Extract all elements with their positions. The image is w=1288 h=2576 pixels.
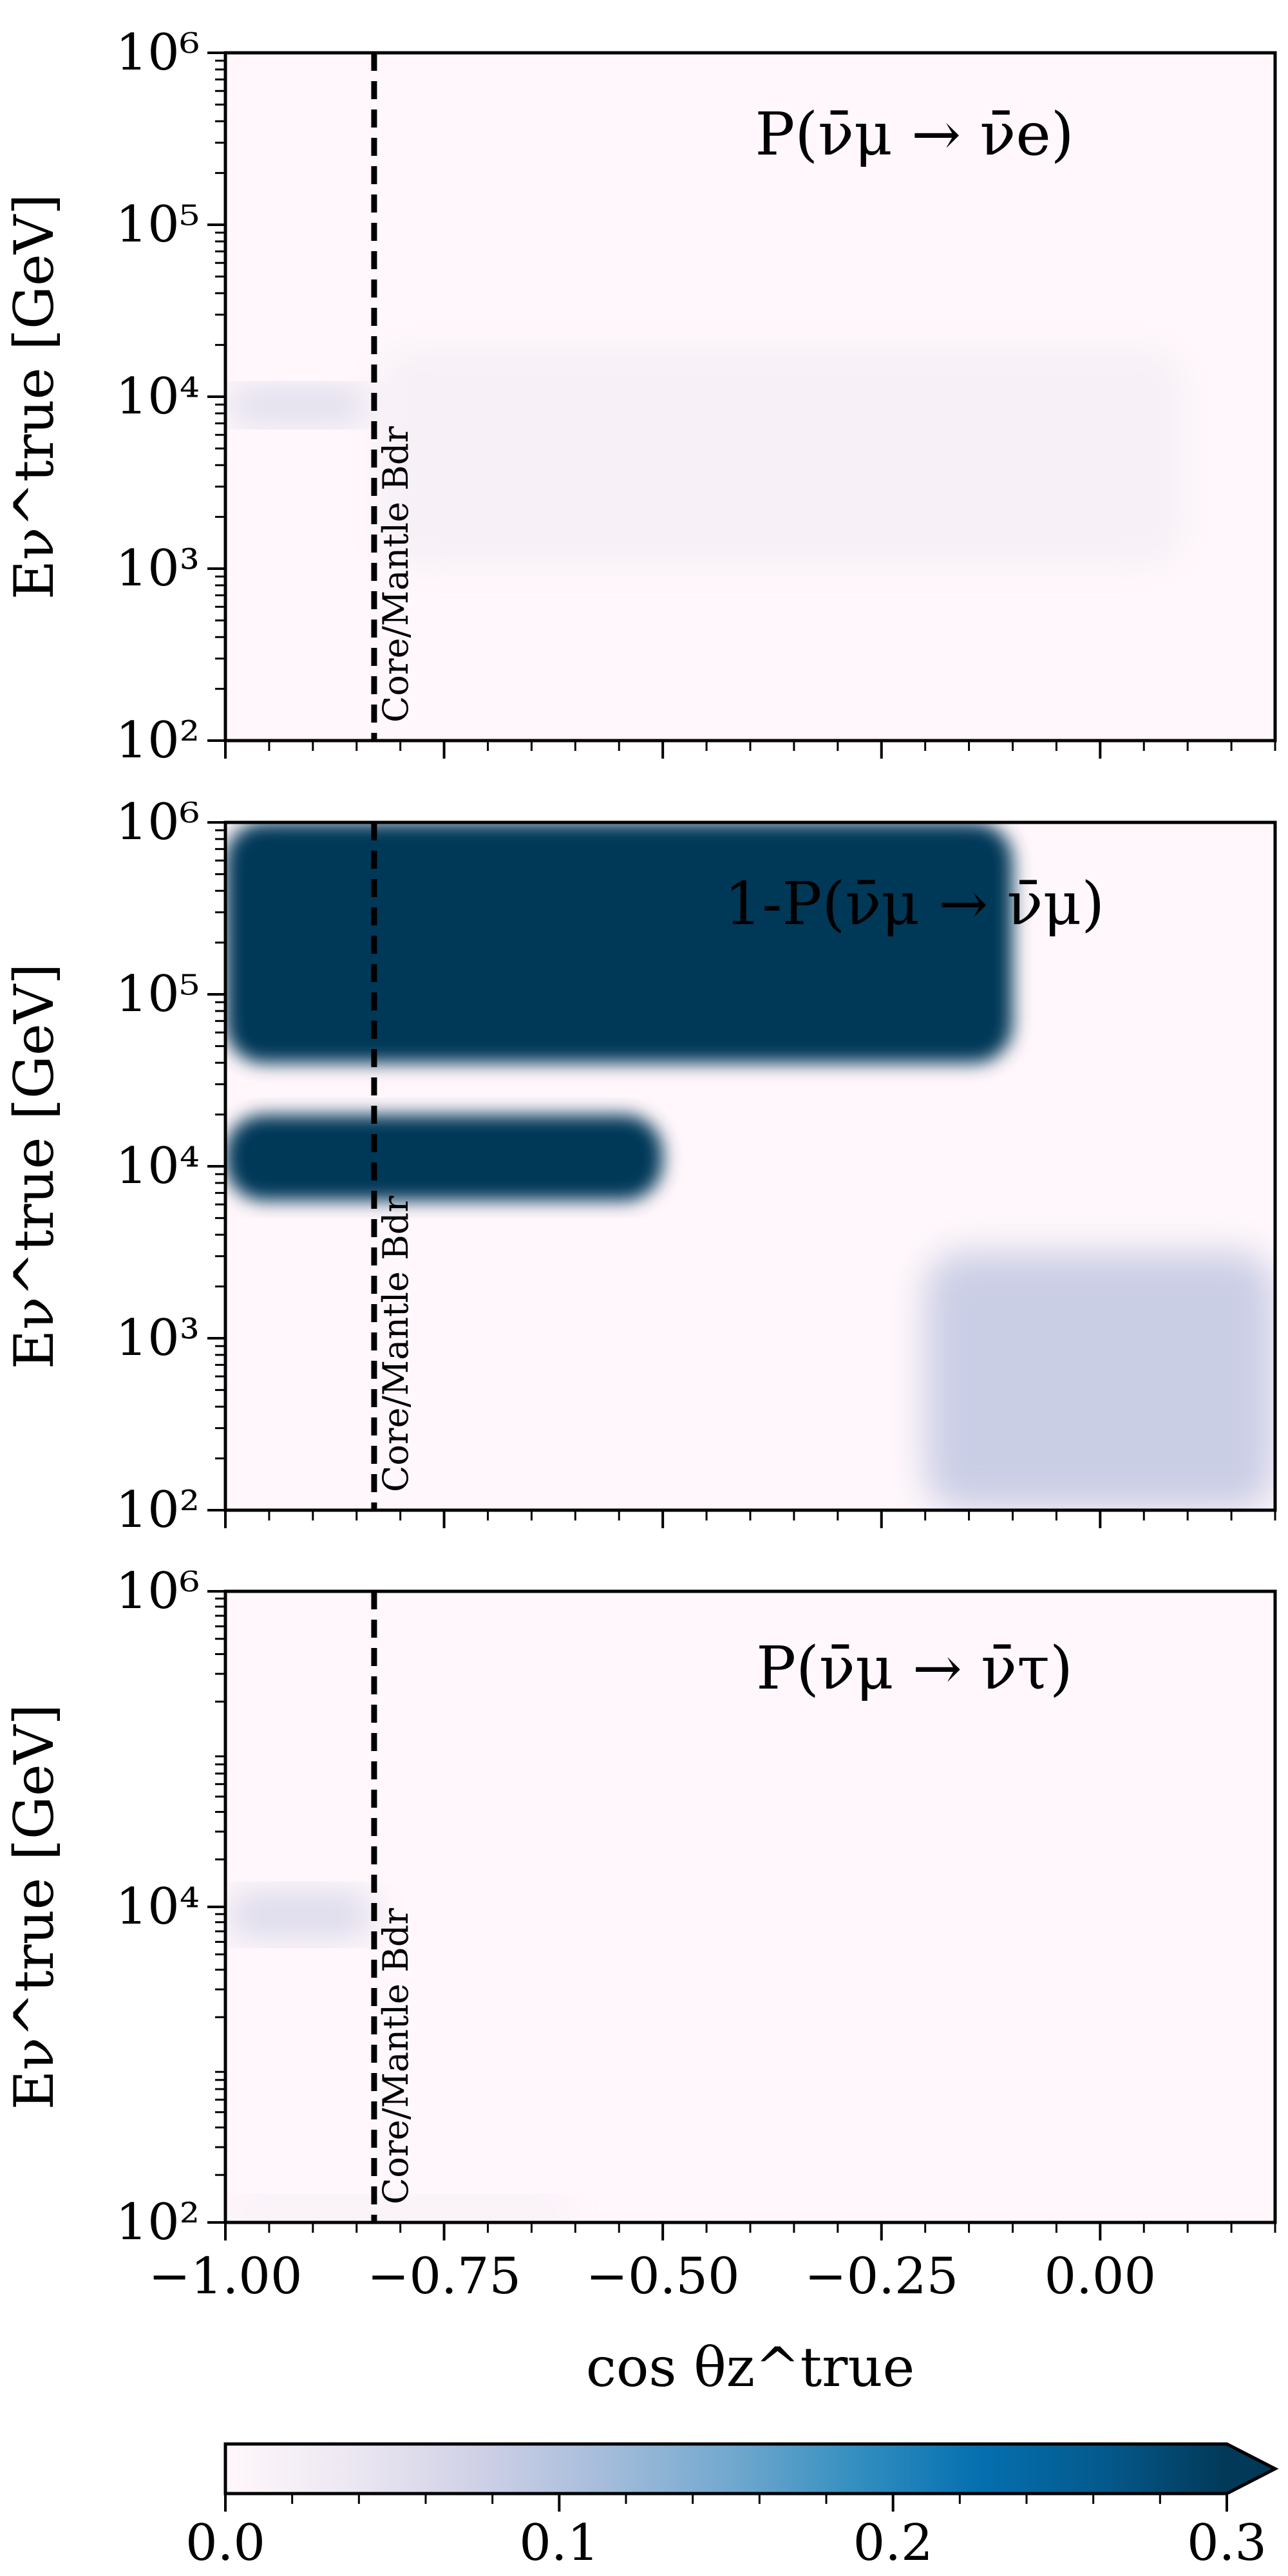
heatmap-region — [225, 1114, 663, 1201]
y-tick-label: 10⁶ — [115, 793, 200, 851]
colorbar-extend-arrow — [1227, 2444, 1275, 2494]
heatmap-region — [225, 1891, 374, 1938]
x-tick-label: −0.50 — [586, 2248, 740, 2306]
plot-area-3 — [225, 1591, 1275, 2222]
colorbar-tick-label: 0.2 — [853, 2514, 933, 2572]
panel-1: 10² 10³ 10⁴ 10⁵ 10⁶ P(ν̄μ → ν̄e) Eν^true [Ge… — [3, 24, 1277, 770]
heatmap-region — [374, 345, 1188, 569]
core-mantle-boundary-label: Core/Mantle Bdr — [375, 426, 416, 723]
x-ticks-1 — [224, 741, 1276, 759]
heatmap-region — [225, 822, 1013, 1063]
panel-title-2: 1-P(ν̄μ → ν̄μ) — [724, 869, 1104, 938]
x-tick-label: −1.00 — [148, 2248, 302, 2306]
y-axis-label-1: Eν^true [GeV] — [3, 194, 66, 600]
y-tick-label: 10⁵ — [115, 196, 200, 254]
x-axis-label: cos θz^true — [586, 2336, 914, 2399]
colorbar: 0.0 0.1 0.2 0.3 — [185, 2442, 1279, 2572]
y-tick-label: 10⁶ — [115, 24, 200, 82]
y-tick-label: 10⁶ — [115, 1562, 200, 1620]
x-ticks-2 — [224, 1510, 1276, 1528]
heatmap-1 — [225, 345, 1188, 569]
core-mantle-boundary-label: Core/Mantle Bdr — [375, 1908, 416, 2204]
core-mantle-boundary-label: Core/Mantle Bdr — [375, 1196, 416, 1492]
panel-2: 10² 10³ 10⁴ 10⁵ 10⁶ 1-P(ν̄μ → ν̄μ) Eν^true [… — [3, 793, 1277, 1539]
heatmap-2 — [225, 822, 1275, 1510]
y-tick-label: 10⁴ — [115, 1137, 200, 1195]
colorbar-gradient — [225, 2444, 1227, 2494]
panel-3: 10² 10⁴ 10⁶ −1.00 −0.75 −0.50 −0.25 0.00 P(ν̄μ… — [3, 1562, 1277, 2399]
x-tick-label: −0.25 — [804, 2248, 958, 2306]
colorbar-ticks: 0.0 0.1 0.2 0.3 — [185, 2494, 1267, 2572]
y-axis-label-2: Eν^true [GeV] — [3, 963, 66, 1369]
y-axis-2: 10² 10³ 10⁴ 10⁵ 10⁶ — [115, 793, 225, 1539]
y-tick-label: 10² — [115, 712, 200, 770]
x-axis-3: −1.00 −0.75 −0.50 −0.25 0.00 — [148, 2222, 1276, 2306]
y-axis-label-3: Eν^true [GeV] — [3, 1704, 66, 2110]
colorbar-frame — [223, 2442, 1279, 2496]
y-tick-label: 10³ — [115, 540, 200, 598]
heatmap-region — [225, 2199, 576, 2222]
y-tick-label: 10² — [115, 1481, 200, 1539]
y-tick-label: 10⁵ — [115, 965, 200, 1023]
colorbar-tick-label: 0.1 — [519, 2514, 599, 2572]
y-axis-3: 10² 10⁴ 10⁶ — [115, 1562, 225, 2251]
y-tick-label: 10³ — [115, 1309, 200, 1367]
y-tick-label: 10² — [115, 2193, 200, 2251]
colorbar-tick-label: 0.0 — [185, 2514, 265, 2572]
heatmap-3 — [225, 1891, 576, 2222]
x-tick-label: 0.00 — [1044, 2248, 1156, 2306]
y-axis-1: 10² 10³ 10⁴ 10⁵ 10⁶ — [115, 24, 225, 770]
heatmap-region — [925, 1252, 1275, 1510]
panel-title-3: P(ν̄μ → ν̄τ) — [756, 1634, 1073, 1703]
heatmap-region — [225, 388, 374, 423]
y-tick-label: 10⁴ — [115, 1878, 200, 1936]
y-tick-label: 10⁴ — [115, 368, 200, 426]
colorbar-tick-label: 0.3 — [1187, 2514, 1267, 2572]
panel-title-1: P(ν̄μ → ν̄e) — [755, 100, 1074, 169]
x-tick-label: −0.75 — [367, 2248, 521, 2306]
